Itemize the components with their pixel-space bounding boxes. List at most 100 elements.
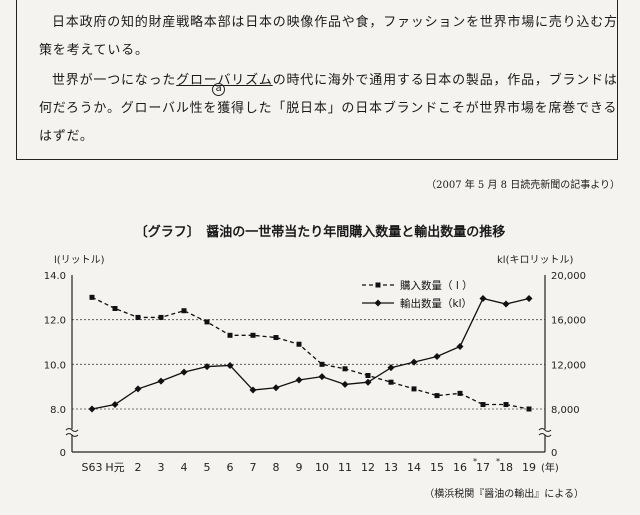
- legend-marker-diamond: [374, 299, 382, 307]
- data-point-export: [157, 377, 165, 385]
- right-tick-label: 20,000: [551, 271, 586, 282]
- article-source-citation: （2007 年 5 月 8 日読売新聞の記事より）: [426, 180, 620, 191]
- data-point-purchase: [342, 366, 348, 372]
- data-point-export: [341, 380, 349, 388]
- axis-break-mark: [65, 428, 79, 432]
- x-tick-label: 19: [522, 461, 536, 474]
- passage-paragraph-1: 日本政府の知的財産戦略本部は日本の映像作品や食，ファッションを世界市場に売り込む…: [39, 15, 618, 58]
- data-point-export: [226, 361, 234, 369]
- x-tick-label: 14: [407, 461, 421, 474]
- series-line-purchase: [91, 296, 530, 410]
- data-point-export: [88, 405, 96, 413]
- data-point-purchase: [250, 332, 256, 338]
- data-point-export: [272, 384, 280, 392]
- x-tick-label: 6: [227, 461, 234, 474]
- data-point-purchase: [388, 379, 394, 385]
- passage-p2-after: の時代に海外で通用する日本の製品，作品，ブランドは何だろうか。グローバル性を獲得…: [39, 73, 618, 144]
- data-point-export: [456, 342, 464, 350]
- data-point-purchase: [112, 306, 118, 311]
- data-point-purchase: [273, 335, 279, 341]
- x-tick-label: H元: [105, 461, 124, 474]
- x-tick-label: 3: [158, 461, 165, 474]
- data-point-export: [295, 376, 303, 384]
- axis-break-gap: [66, 429, 78, 435]
- data-point-purchase: [411, 386, 417, 392]
- data-point-export: [479, 294, 487, 302]
- data-point-export: [111, 401, 119, 409]
- x-tick-label: 13: [384, 461, 398, 474]
- data-point-export: [502, 300, 510, 308]
- x-tick-label: 8: [273, 461, 280, 474]
- x-tick-label: 15: [430, 461, 444, 474]
- data-point-export: [134, 385, 142, 393]
- x-tick-label: 4: [181, 461, 188, 474]
- left-tick-label: 14.0: [44, 271, 66, 282]
- data-point-purchase: [227, 332, 233, 338]
- x-tick-note-mark: *: [473, 457, 477, 466]
- series-line-export: [91, 297, 530, 410]
- x-tick-label: 11: [338, 461, 352, 474]
- data-point-export: [364, 378, 372, 386]
- underlined-term-globalism: グローバリズム a: [176, 73, 273, 96]
- right-tick-label: 16,000: [551, 316, 586, 327]
- x-tick-label: 9: [296, 461, 303, 474]
- legend: 購入数量（ l ） 輸出数量（kl）: [362, 279, 473, 310]
- x-tick-label: 12: [361, 461, 375, 474]
- underlined-term-text: グローバリズム: [176, 73, 273, 88]
- right-tick-label: 8,000: [551, 405, 580, 416]
- data-point-export: [433, 353, 441, 361]
- data-point-purchase: [434, 393, 440, 399]
- right-axis-label: kl(キロリットル): [497, 255, 573, 266]
- left-axis-label: l(リットル): [54, 255, 105, 266]
- data-source-citation: （横浜税関『醤油の輸出』による）: [424, 489, 584, 500]
- data-point-export: [387, 364, 395, 372]
- data-point-purchase: [296, 341, 302, 347]
- x-tick-label: 5: [204, 461, 211, 474]
- x-tick-label: S63: [82, 461, 103, 474]
- x-tick-label: 10: [315, 461, 329, 474]
- series-markers: [88, 294, 533, 413]
- data-point-purchase: [365, 373, 371, 378]
- data-point-purchase: [526, 406, 532, 412]
- data-point-purchase: [204, 319, 210, 325]
- x-tick-label: 18: [499, 461, 513, 474]
- data-point-purchase: [135, 314, 141, 320]
- passage-paragraph-2: 世界が一つになったグローバリズム a の時代に海外で通用する日本の製品，作品，ブラン…: [39, 67, 619, 151]
- data-point-export: [525, 294, 533, 302]
- legend-label: 購入数量（ l ）: [400, 279, 473, 292]
- left-tick-label: 10.0: [44, 360, 66, 371]
- right-tick-label: 0: [551, 448, 557, 459]
- x-unit-label: (年): [541, 461, 559, 474]
- data-point-purchase: [181, 308, 187, 314]
- data-point-export: [410, 358, 418, 366]
- data-point-purchase: [480, 402, 486, 408]
- left-tick-label: 0: [60, 448, 66, 459]
- data-point-purchase: [319, 361, 325, 367]
- passage-p2-before: 世界が一つになった: [52, 73, 177, 88]
- legend-label: 輸出数量（kl）: [400, 297, 472, 310]
- data-point-purchase: [457, 390, 463, 396]
- data-point-purchase: [503, 402, 509, 408]
- axis-break-gap: [539, 429, 551, 435]
- note-mark-a: a: [212, 83, 226, 96]
- gridlines: [72, 319, 545, 410]
- legend-marker-square: [375, 282, 381, 288]
- axis-break-mark: [538, 433, 552, 437]
- data-point-purchase: [89, 294, 95, 300]
- data-point-export: [203, 363, 211, 371]
- axis-break-mark: [65, 433, 79, 437]
- axis-break-mark: [538, 428, 552, 432]
- x-tick-label: 16: [453, 461, 467, 474]
- x-tick-label: 7: [250, 461, 257, 474]
- tick-labels: 14.0 12.0 10.0 8.0 0 20,000 16,000 12,000 8,000 0…: [44, 255, 586, 474]
- series-lines: [91, 296, 530, 410]
- data-point-export: [180, 368, 188, 376]
- x-tick-label: 17: [476, 461, 490, 474]
- data-point-export: [249, 386, 257, 394]
- right-tick-label: 12,000: [551, 360, 586, 371]
- left-tick-label: 8.0: [50, 405, 66, 416]
- chart-title: 〔グラフ〕 醤油の一世帯当たり年間購入数量と輸出数量の推移: [134, 225, 506, 240]
- data-point-export: [318, 373, 326, 381]
- data-point-purchase: [158, 314, 164, 320]
